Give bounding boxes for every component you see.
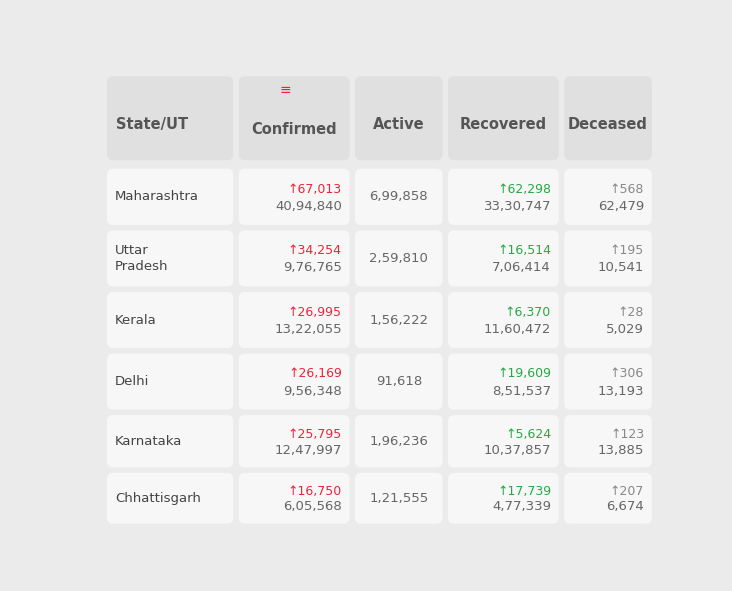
Text: ↑207: ↑207 bbox=[610, 485, 644, 498]
Text: 9,56,348: 9,56,348 bbox=[283, 385, 342, 398]
FancyBboxPatch shape bbox=[355, 230, 443, 287]
Text: 2,59,810: 2,59,810 bbox=[370, 252, 428, 265]
Text: 11,60,472: 11,60,472 bbox=[484, 323, 551, 336]
FancyBboxPatch shape bbox=[564, 415, 651, 467]
FancyBboxPatch shape bbox=[355, 168, 443, 225]
FancyBboxPatch shape bbox=[107, 292, 234, 348]
Text: ↑28: ↑28 bbox=[618, 306, 644, 319]
Text: 1,56,222: 1,56,222 bbox=[369, 313, 428, 326]
Text: 13,193: 13,193 bbox=[597, 385, 644, 398]
FancyBboxPatch shape bbox=[107, 76, 234, 160]
Text: ↑26,995: ↑26,995 bbox=[288, 306, 342, 319]
Text: ↑62,298: ↑62,298 bbox=[497, 183, 551, 196]
Text: ↑568: ↑568 bbox=[610, 183, 644, 196]
FancyBboxPatch shape bbox=[564, 473, 651, 524]
Text: 1,96,236: 1,96,236 bbox=[370, 435, 428, 448]
FancyBboxPatch shape bbox=[239, 230, 350, 287]
Text: 6,99,858: 6,99,858 bbox=[370, 190, 428, 203]
Text: 13,22,055: 13,22,055 bbox=[274, 323, 342, 336]
FancyBboxPatch shape bbox=[448, 353, 559, 410]
FancyBboxPatch shape bbox=[239, 473, 350, 524]
Text: 91,618: 91,618 bbox=[376, 375, 422, 388]
Text: ↑16,514: ↑16,514 bbox=[497, 244, 551, 257]
Text: ↑6,370: ↑6,370 bbox=[505, 306, 551, 319]
FancyBboxPatch shape bbox=[564, 76, 651, 160]
Text: Kerala: Kerala bbox=[115, 313, 157, 326]
Text: 7,06,414: 7,06,414 bbox=[493, 261, 551, 274]
Text: ↑34,254: ↑34,254 bbox=[288, 244, 342, 257]
Text: Recovered: Recovered bbox=[460, 117, 547, 132]
Text: Uttar
Pradesh: Uttar Pradesh bbox=[115, 244, 168, 273]
Text: Maharashtra: Maharashtra bbox=[115, 190, 199, 203]
FancyBboxPatch shape bbox=[448, 473, 559, 524]
FancyBboxPatch shape bbox=[107, 353, 234, 410]
FancyBboxPatch shape bbox=[448, 230, 559, 287]
Text: 10,541: 10,541 bbox=[598, 261, 644, 274]
Text: Confirmed: Confirmed bbox=[251, 122, 337, 137]
FancyBboxPatch shape bbox=[355, 292, 443, 348]
Text: ↑123: ↑123 bbox=[610, 427, 644, 440]
Text: ↑26,169: ↑26,169 bbox=[288, 368, 342, 381]
Text: ≡: ≡ bbox=[279, 83, 291, 97]
Text: 4,77,339: 4,77,339 bbox=[492, 501, 551, 514]
FancyBboxPatch shape bbox=[239, 76, 350, 160]
Text: 33,30,747: 33,30,747 bbox=[484, 200, 551, 213]
FancyBboxPatch shape bbox=[239, 353, 350, 410]
Text: State/UT: State/UT bbox=[116, 117, 188, 132]
Text: 62,479: 62,479 bbox=[598, 200, 644, 213]
Text: Active: Active bbox=[373, 117, 425, 132]
FancyBboxPatch shape bbox=[239, 168, 350, 225]
Text: 5,029: 5,029 bbox=[606, 323, 644, 336]
Text: 12,47,997: 12,47,997 bbox=[274, 444, 342, 457]
Text: ↑195: ↑195 bbox=[610, 244, 644, 257]
Text: ↑19,609: ↑19,609 bbox=[497, 368, 551, 381]
Text: 6,05,568: 6,05,568 bbox=[283, 501, 342, 514]
Text: Delhi: Delhi bbox=[115, 375, 149, 388]
Text: 10,37,857: 10,37,857 bbox=[484, 444, 551, 457]
Text: 6,674: 6,674 bbox=[606, 501, 644, 514]
FancyBboxPatch shape bbox=[239, 415, 350, 467]
FancyBboxPatch shape bbox=[448, 76, 559, 160]
FancyBboxPatch shape bbox=[107, 230, 234, 287]
FancyBboxPatch shape bbox=[448, 292, 559, 348]
FancyBboxPatch shape bbox=[355, 473, 443, 524]
FancyBboxPatch shape bbox=[355, 353, 443, 410]
Text: 8,51,537: 8,51,537 bbox=[492, 385, 551, 398]
FancyBboxPatch shape bbox=[107, 473, 234, 524]
FancyBboxPatch shape bbox=[448, 415, 559, 467]
Text: 1,21,555: 1,21,555 bbox=[369, 492, 428, 505]
FancyBboxPatch shape bbox=[355, 76, 443, 160]
Text: ↑67,013: ↑67,013 bbox=[288, 183, 342, 196]
Text: ↑5,624: ↑5,624 bbox=[505, 427, 551, 440]
Text: 40,94,840: 40,94,840 bbox=[275, 200, 342, 213]
FancyBboxPatch shape bbox=[107, 415, 234, 467]
Text: ↑306: ↑306 bbox=[610, 368, 644, 381]
Text: Deceased: Deceased bbox=[568, 117, 648, 132]
FancyBboxPatch shape bbox=[564, 353, 651, 410]
Text: ↑16,750: ↑16,750 bbox=[288, 485, 342, 498]
FancyBboxPatch shape bbox=[448, 168, 559, 225]
FancyBboxPatch shape bbox=[239, 292, 350, 348]
FancyBboxPatch shape bbox=[564, 230, 651, 287]
Text: Chhattisgarh: Chhattisgarh bbox=[115, 492, 201, 505]
Text: 13,885: 13,885 bbox=[598, 444, 644, 457]
FancyBboxPatch shape bbox=[355, 415, 443, 467]
Text: ↑25,795: ↑25,795 bbox=[288, 427, 342, 440]
FancyBboxPatch shape bbox=[564, 168, 651, 225]
Text: ↑17,739: ↑17,739 bbox=[497, 485, 551, 498]
Text: 9,76,765: 9,76,765 bbox=[283, 261, 342, 274]
Text: Karnataka: Karnataka bbox=[115, 435, 182, 448]
FancyBboxPatch shape bbox=[564, 292, 651, 348]
FancyBboxPatch shape bbox=[107, 168, 234, 225]
